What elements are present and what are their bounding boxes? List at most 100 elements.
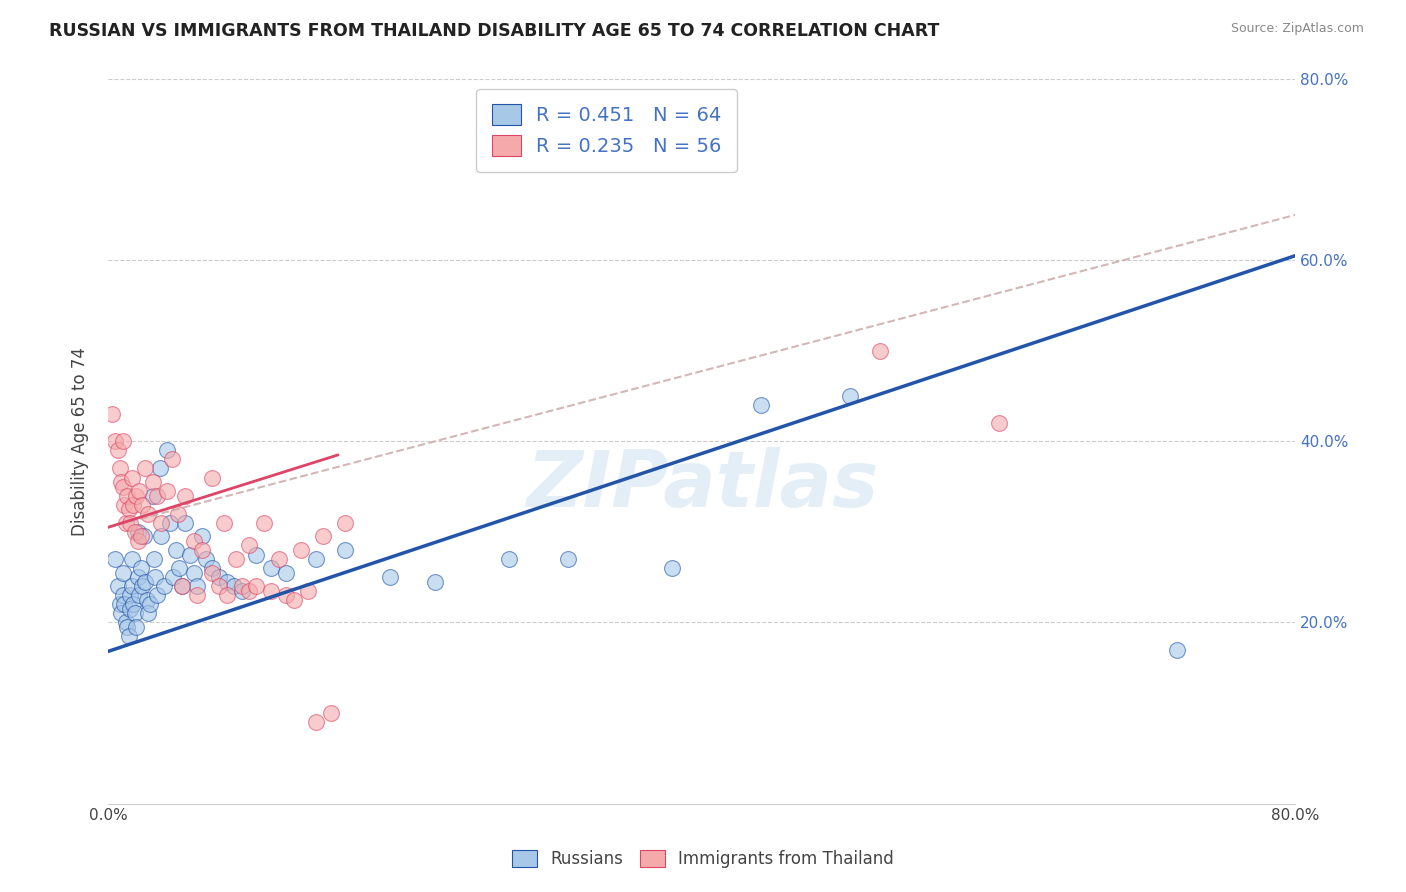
Point bbox=[186, 579, 208, 593]
Point bbox=[108, 598, 131, 612]
Point bbox=[131, 498, 153, 512]
Point bbox=[238, 583, 260, 598]
Point bbox=[172, 579, 194, 593]
Point bbox=[118, 629, 141, 643]
Point bbox=[125, 489, 148, 503]
Point bbox=[201, 470, 224, 484]
Point bbox=[104, 434, 127, 449]
Point bbox=[183, 566, 205, 580]
Point bbox=[141, 489, 163, 503]
Point bbox=[319, 706, 342, 720]
Point bbox=[121, 579, 143, 593]
Point bbox=[117, 489, 139, 503]
Point bbox=[224, 579, 246, 593]
Point bbox=[260, 583, 283, 598]
Point bbox=[117, 620, 139, 634]
Point bbox=[283, 592, 305, 607]
Point bbox=[749, 398, 772, 412]
Point bbox=[118, 502, 141, 516]
Point bbox=[111, 588, 134, 602]
Point bbox=[121, 470, 143, 484]
Point bbox=[110, 475, 132, 489]
Point bbox=[107, 579, 129, 593]
Point bbox=[208, 579, 231, 593]
Point bbox=[153, 579, 176, 593]
Point bbox=[145, 570, 167, 584]
Point bbox=[215, 588, 238, 602]
Point bbox=[122, 598, 145, 612]
Point bbox=[212, 516, 235, 530]
Point bbox=[129, 529, 152, 543]
Point bbox=[190, 529, 212, 543]
Point bbox=[839, 389, 862, 403]
Point bbox=[274, 588, 297, 602]
Point bbox=[231, 583, 253, 598]
Point bbox=[172, 579, 194, 593]
Point bbox=[122, 498, 145, 512]
Point bbox=[253, 516, 276, 530]
Point bbox=[128, 588, 150, 602]
Point bbox=[557, 552, 579, 566]
Point bbox=[127, 570, 149, 584]
Point bbox=[159, 516, 181, 530]
Point bbox=[127, 533, 149, 548]
Point bbox=[128, 484, 150, 499]
Point bbox=[305, 552, 328, 566]
Point bbox=[112, 498, 135, 512]
Point bbox=[245, 548, 267, 562]
Point bbox=[290, 543, 312, 558]
Point bbox=[125, 620, 148, 634]
Point bbox=[120, 516, 142, 530]
Point bbox=[162, 570, 184, 584]
Point bbox=[869, 343, 891, 358]
Point bbox=[124, 607, 146, 621]
Point bbox=[156, 443, 179, 458]
Point bbox=[143, 552, 166, 566]
Point bbox=[238, 539, 260, 553]
Point bbox=[127, 524, 149, 539]
Point bbox=[260, 561, 283, 575]
Point bbox=[111, 480, 134, 494]
Point bbox=[149, 461, 172, 475]
Point bbox=[107, 443, 129, 458]
Point bbox=[124, 524, 146, 539]
Point bbox=[312, 529, 335, 543]
Point bbox=[111, 434, 134, 449]
Legend: R = 0.451   N = 64, R = 0.235   N = 56: R = 0.451 N = 64, R = 0.235 N = 56 bbox=[477, 88, 737, 172]
Point bbox=[134, 461, 156, 475]
Point bbox=[166, 507, 188, 521]
Point bbox=[120, 602, 142, 616]
Point bbox=[1166, 642, 1188, 657]
Legend: Russians, Immigrants from Thailand: Russians, Immigrants from Thailand bbox=[503, 842, 903, 877]
Point bbox=[231, 579, 253, 593]
Point bbox=[335, 543, 357, 558]
Point bbox=[138, 598, 160, 612]
Point bbox=[111, 566, 134, 580]
Point bbox=[114, 615, 136, 630]
Point bbox=[112, 598, 135, 612]
Point bbox=[150, 529, 173, 543]
Point bbox=[179, 548, 201, 562]
Point bbox=[104, 552, 127, 566]
Point bbox=[297, 583, 319, 598]
Point bbox=[378, 570, 401, 584]
Text: RUSSIAN VS IMMIGRANTS FROM THAILAND DISABILITY AGE 65 TO 74 CORRELATION CHART: RUSSIAN VS IMMIGRANTS FROM THAILAND DISA… bbox=[49, 22, 939, 40]
Point bbox=[201, 566, 224, 580]
Point bbox=[167, 561, 190, 575]
Point bbox=[190, 543, 212, 558]
Point bbox=[661, 561, 683, 575]
Point bbox=[194, 552, 217, 566]
Y-axis label: Disability Age 65 to 74: Disability Age 65 to 74 bbox=[72, 347, 89, 536]
Point bbox=[245, 579, 267, 593]
Point bbox=[146, 588, 169, 602]
Point bbox=[186, 588, 208, 602]
Point bbox=[132, 529, 155, 543]
Point bbox=[160, 452, 183, 467]
Point bbox=[165, 543, 187, 558]
Point bbox=[146, 489, 169, 503]
Point bbox=[136, 607, 159, 621]
Point bbox=[114, 516, 136, 530]
Point bbox=[150, 516, 173, 530]
Point bbox=[208, 570, 231, 584]
Point bbox=[174, 489, 197, 503]
